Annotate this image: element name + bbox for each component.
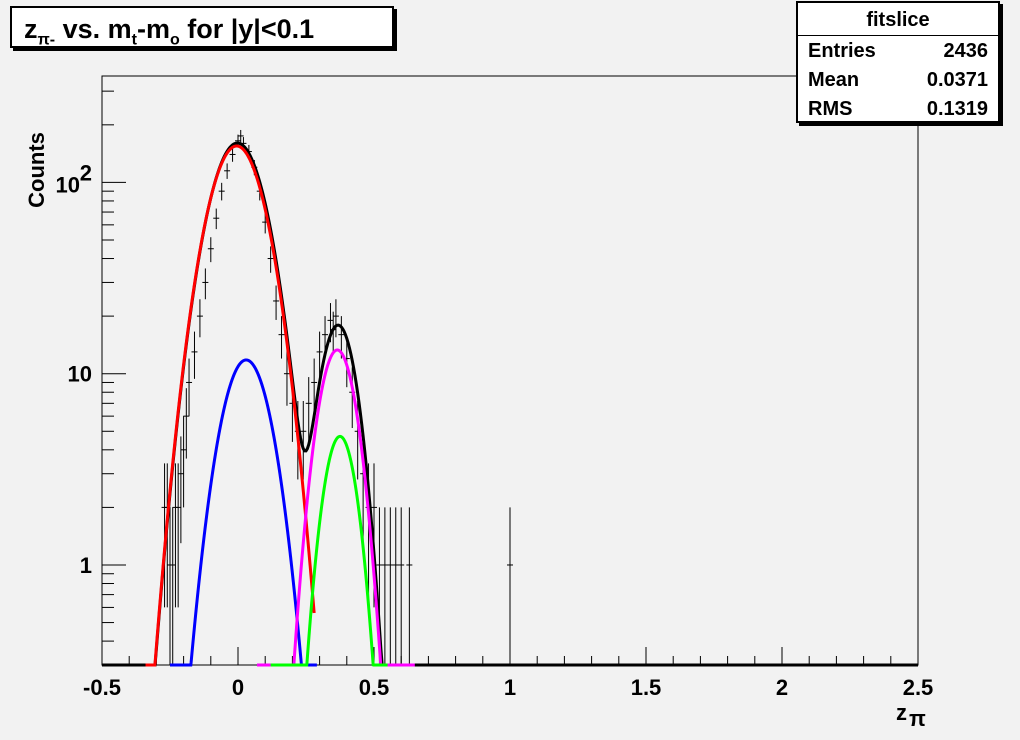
title-mid: vs. m [55, 14, 132, 44]
title-t-sub: t [131, 31, 137, 49]
x-tick-label: 2 [776, 675, 788, 700]
x-axis-title-sub: π [909, 706, 926, 731]
stats-row-entries: Entries 2436 [798, 36, 998, 65]
chart-title: zπ- vs. mt-mo for |y|<0.1 [10, 6, 394, 48]
stats-row-mean: Mean 0.0371 [798, 65, 998, 94]
title-z-sub: π- [37, 31, 56, 49]
title-o-sub: o [169, 31, 180, 49]
stats-box: fitslice Entries 2436 Mean 0.0371 RMS 0.… [796, 1, 1000, 123]
title-z: z [24, 14, 38, 44]
x-tick-label: 1.5 [631, 675, 662, 700]
title-dash: -m [136, 14, 170, 44]
x-tick-label: 0.5 [359, 675, 390, 700]
stats-label: Mean [808, 69, 860, 91]
y-tick-label: 10 [56, 172, 80, 197]
title-tail: for |y|<0.1 [179, 14, 315, 44]
x-tick-label: 2.5 [903, 675, 934, 700]
fit-curve-gauss-4 [270, 434, 388, 667]
stats-value: 2436 [943, 40, 989, 62]
stats-row-rms: RMS 0.1319 [798, 94, 998, 123]
stats-value: 0.0371 [926, 69, 988, 91]
x-tick-label: 0 [232, 675, 244, 700]
stats-label: Entries [808, 40, 876, 62]
stats-label: RMS [808, 98, 853, 120]
stats-value: 0.1319 [926, 98, 988, 120]
stats-title: fitslice [798, 3, 998, 36]
y-axis-title: Counts [24, 132, 49, 208]
fit-curve-gauss-2 [170, 358, 317, 667]
fit-curve-total-0 [102, 141, 918, 667]
x-tick-label: 1 [504, 675, 516, 700]
y-tick-label: 1 [80, 553, 92, 578]
x-tick-label: -0.5 [83, 675, 121, 700]
y-tick-label: 10 [68, 362, 92, 387]
y-tick-exponent: 2 [80, 160, 92, 185]
fit-curve-gauss-1 [145, 144, 316, 667]
x-axis-title: z [896, 700, 907, 725]
